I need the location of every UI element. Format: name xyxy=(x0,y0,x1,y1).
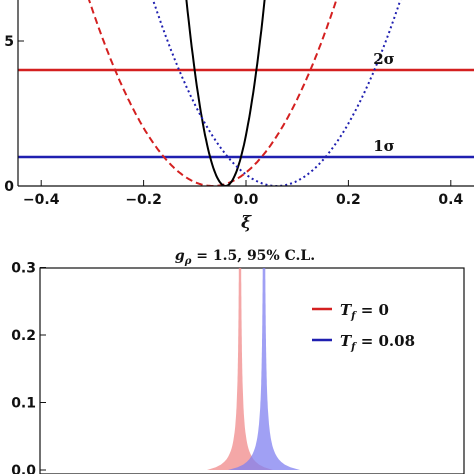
sigma-label-1: 2σ xyxy=(373,50,395,68)
y-tick-label: 0 xyxy=(4,179,14,195)
bottom-panel: gρ = 1.5, 95% C.L. 0.0 0.1 0.2 0.3 Tf = 0 T… xyxy=(11,248,465,474)
top-x-label: ξ xyxy=(241,213,252,233)
sigma-labels: 2σ 1σ xyxy=(373,50,395,155)
top-x-ticks: −0.4 −0.2 0.0 0.2 0.4 xyxy=(23,180,463,208)
x-tick-label: 0.4 xyxy=(438,192,463,208)
chi2-curve-2 xyxy=(185,0,266,186)
legend-label-tf008: Tf = 0.08 xyxy=(340,332,415,353)
y-tick-label: 0.2 xyxy=(11,328,36,344)
y-tick-label: 0.0 xyxy=(11,463,36,474)
x-tick-label: −0.2 xyxy=(125,192,162,208)
x-tick-label: 0.0 xyxy=(234,192,259,208)
y-tick-label: 0.3 xyxy=(11,261,36,277)
exclusion-band-1 xyxy=(207,268,273,470)
x-tick-label: 0.2 xyxy=(336,192,361,208)
bottom-frame xyxy=(39,267,465,474)
bottom-title: gρ = 1.5, 95% C.L. xyxy=(175,248,315,267)
chi2-curves xyxy=(88,0,402,186)
x-tick-label: −0.4 xyxy=(23,192,60,208)
top-y-ticks: 05 xyxy=(4,34,24,195)
sigma-lines xyxy=(18,68,474,159)
sigma-label-2: 1σ xyxy=(373,137,395,155)
exclusion-bands xyxy=(207,268,300,470)
legend: Tf = 0 Tf = 0.08 xyxy=(312,301,415,353)
bottom-y-ticks: 0.0 0.1 0.2 0.3 xyxy=(11,261,46,474)
exclusion-band-2 xyxy=(228,268,300,470)
legend-label-tf0: Tf = 0 xyxy=(340,301,389,322)
y-tick-label: 5 xyxy=(4,34,14,50)
y-tick-label: 0.1 xyxy=(11,396,36,412)
chi2-curve-1 xyxy=(88,0,338,186)
